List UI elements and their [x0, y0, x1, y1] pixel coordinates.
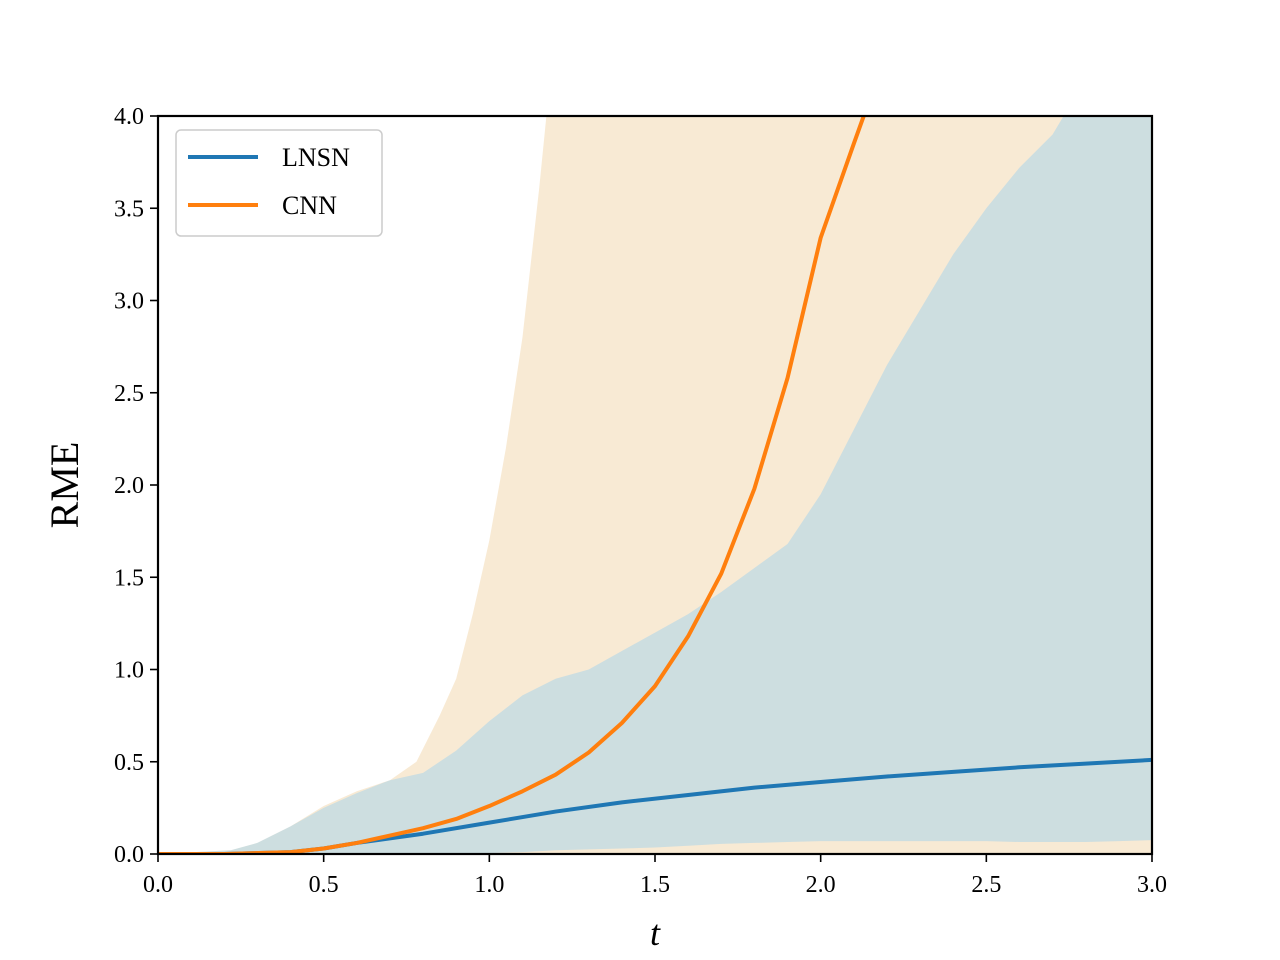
y-tick-label: 3.0	[114, 289, 144, 315]
mean-lines	[158, 116, 1152, 854]
y-axis-label: RME	[42, 442, 87, 529]
y-tick-label: 4.0	[114, 104, 144, 130]
x-tick-label: 1.5	[640, 872, 670, 898]
y-tick-label: 0.5	[114, 750, 144, 776]
legend-label-lnsn: LNSN	[282, 143, 350, 172]
x-axis: 0.0 0.5 1.0 1.5 2.0 2.5 3.0	[143, 854, 1167, 898]
legend-box	[175, 129, 383, 237]
y-tick-label: 1.0	[114, 658, 144, 684]
legend: LNSN CNN	[175, 129, 383, 237]
y-axis: 0.0 0.5 1.0 1.5 2.0 2.5 3.0 3.5 4.0	[114, 104, 158, 868]
x-tick-label: 0.5	[309, 872, 339, 898]
y-tick-label: 2.5	[114, 381, 144, 407]
x-tick-label: 2.5	[971, 872, 1001, 898]
x-tick-label: 0.0	[143, 872, 173, 898]
y-tick-label: 3.5	[114, 196, 144, 222]
x-tick-label: 3.0	[1137, 872, 1167, 898]
x-tick-label: 2.0	[806, 872, 836, 898]
line-cnn	[158, 116, 866, 854]
y-tick-label: 0.0	[114, 842, 144, 868]
y-tick-label: 2.0	[114, 473, 144, 499]
y-tick-label: 1.5	[114, 565, 144, 591]
band-lnsn	[158, 116, 1152, 854]
confidence-bands	[158, 116, 1152, 854]
x-axis-label: t	[650, 913, 661, 953]
legend-label-cnn: CNN	[282, 191, 337, 220]
x-tick-label: 1.0	[474, 872, 504, 898]
